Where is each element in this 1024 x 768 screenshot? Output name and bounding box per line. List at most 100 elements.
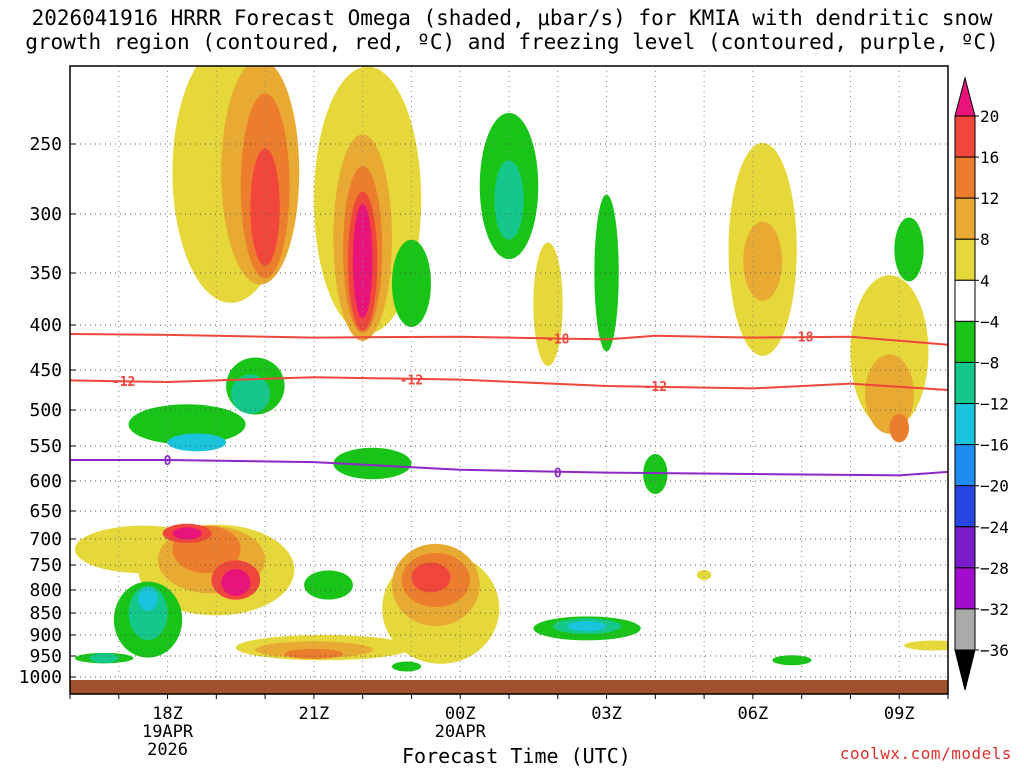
xtick-date-0: 19APR	[142, 722, 194, 742]
contour-label-4: -12	[644, 380, 667, 395]
xtick-label-1: 21Z	[299, 704, 330, 724]
colorbar-label-5: −4	[980, 312, 999, 331]
contour-label-5: 0	[164, 454, 172, 469]
contour-dendritic-minus18	[70, 333, 948, 346]
title-line-1: 2026041916 HRRR Forecast Omega (shaded, …	[31, 6, 993, 30]
colorbar-label-11: −28	[980, 559, 1009, 578]
ytick-label-800: 800	[29, 580, 62, 601]
xtick-label-3: 03Z	[591, 704, 622, 724]
omega-cell-ascent-31	[172, 527, 202, 540]
contour-label-1: -18	[790, 331, 814, 346]
omega-cell-descent-46	[304, 570, 353, 600]
colorbar-block-11	[954, 567, 976, 610]
contour-label-3: -12	[400, 374, 423, 389]
colorbar-label-4: 4	[980, 271, 990, 290]
omega-cell-descent-11	[128, 404, 246, 445]
colorbar-block-8	[954, 444, 976, 487]
contour-freezing-level-0	[70, 459, 948, 477]
omega-cell-descent-49	[567, 621, 607, 632]
omega-cell-ascent-36	[284, 648, 344, 659]
ytick-label-300: 300	[29, 204, 62, 225]
temperature-contours: -18 -18 -12 -12 -12 0 0	[70, 331, 948, 482]
omega-cell-descent-22	[391, 239, 431, 328]
colorbar-label-7: −12	[980, 395, 1009, 414]
colorbar-label-6: −8	[980, 353, 999, 372]
colorbar-block-1	[954, 156, 976, 199]
colorbar-label-13: −36	[980, 641, 1009, 660]
ground-surface	[70, 680, 948, 694]
omega-cell-ascent-40	[411, 562, 451, 593]
x-axis-label: Forecast Time (UTC)	[402, 744, 631, 768]
xtick-year-0: 2026	[147, 740, 188, 760]
omega-cell-descent-21	[594, 194, 619, 352]
colorbar-label-0: 20	[980, 107, 999, 126]
colorbar-block-7	[954, 403, 976, 446]
ytick-label-400: 400	[29, 315, 62, 336]
colorbar-block-5	[954, 320, 976, 363]
colorbar-block-2	[954, 197, 976, 240]
credit-text: coolwx.com/models	[839, 744, 1012, 763]
colorbar-label-10: −24	[980, 518, 1009, 537]
ytick-label-950: 950	[29, 646, 62, 667]
omega-cell-descent-42	[128, 585, 168, 641]
xtick-label-4: 06Z	[738, 704, 769, 724]
title-line-2: growth region (contoured, red, ºC) and f…	[25, 30, 999, 54]
omega-cell-descent-25	[894, 217, 924, 282]
omega-cell-ascent-19	[889, 413, 909, 443]
ytick-label-350: 350	[29, 263, 62, 284]
colorbar-block-4	[954, 279, 976, 322]
colorbar-label-3: 8	[980, 230, 990, 249]
ytick-label-700: 700	[29, 529, 62, 550]
omega-cell-ascent-51	[696, 570, 712, 580]
contour-label-2: -12	[112, 375, 135, 390]
omega-cell-descent-50	[772, 655, 812, 666]
contour-dendritic-minus12	[70, 376, 948, 391]
omega-cell-descent-23	[333, 447, 412, 480]
omega-colorbar: 20 16 12 8 4 −4 −8 −12 −16 −20 −24 −28 −32 −36	[954, 76, 1009, 691]
colorbar-block-9	[954, 485, 976, 528]
colorbar-label-2: 12	[980, 189, 999, 208]
omega-cell-descent-45	[89, 653, 119, 664]
ytick-label-650: 650	[29, 501, 62, 522]
ytick-label-450: 450	[29, 360, 62, 381]
ytick-label-250: 250	[29, 134, 62, 155]
pressure-axis: 2503003504004505005506006507007508008509…	[19, 134, 76, 688]
contour-label-6: 0	[554, 467, 562, 482]
ytick-label-1000: 1000	[19, 667, 62, 688]
ytick-label-750: 750	[29, 555, 62, 576]
ytick-label-900: 900	[29, 625, 62, 646]
omega-cell-descent-14	[167, 433, 227, 452]
omega-cell-ascent-18	[865, 354, 914, 434]
ytick-label-500: 500	[29, 400, 62, 421]
colorbar-block-3	[954, 238, 976, 281]
xtick-label-2: 00Z	[445, 704, 476, 724]
colorbar-label-8: −16	[980, 436, 1009, 455]
colorbar-block-6	[954, 361, 976, 405]
colorbar-top-arrow	[954, 76, 976, 117]
ytick-label-550: 550	[29, 436, 62, 457]
xtick-label-0: 18Z	[152, 704, 183, 724]
omega-cell-descent-53	[391, 661, 422, 672]
omega-cell-ascent-33	[221, 569, 251, 596]
colorbar-block-0	[954, 115, 976, 158]
omega-cell-ascent-52	[904, 640, 948, 651]
contour-label-0: -18	[546, 333, 570, 348]
colorbar-label-1: 16	[980, 148, 999, 167]
omega-cell-ascent-16	[743, 221, 783, 301]
colorbar-label-9: −20	[980, 477, 1009, 496]
chart-title: 2026041916 HRRR Forecast Omega (shaded, …	[0, 6, 1024, 54]
colorbar-bottom-arrow	[954, 649, 976, 691]
ytick-label-600: 600	[29, 471, 62, 492]
xtick-label-5: 09Z	[884, 704, 915, 724]
omega-shading	[74, 66, 948, 672]
colorbar-block-12	[954, 608, 976, 651]
colorbar-label-12: −32	[980, 600, 1009, 619]
ytick-label-850: 850	[29, 603, 62, 624]
omega-cell-descent-43	[138, 587, 158, 611]
colorbar-block-10	[954, 526, 976, 569]
xtick-date-2: 20APR	[435, 722, 487, 742]
omega-cell-descent-13	[230, 374, 270, 414]
omega-cell-descent-10	[494, 160, 524, 240]
